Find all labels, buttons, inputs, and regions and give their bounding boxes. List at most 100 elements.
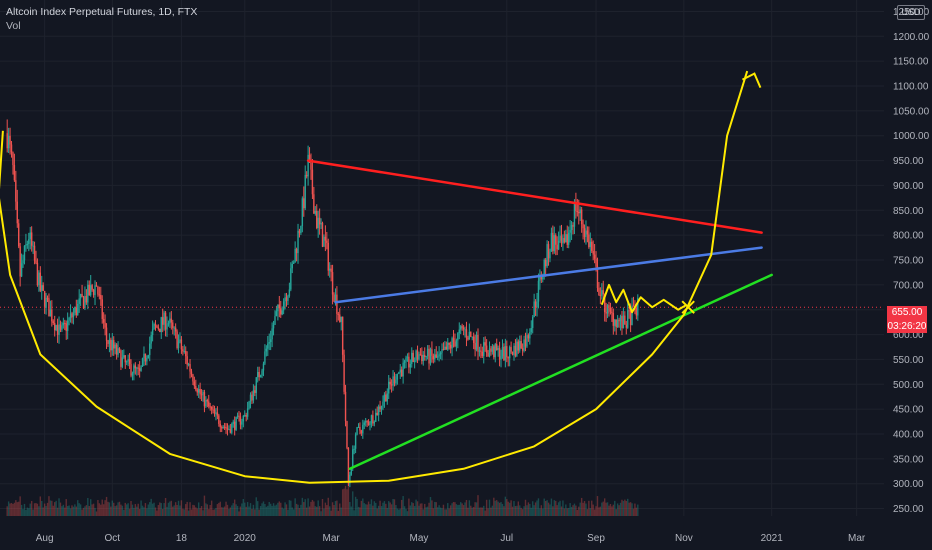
volume-bar	[264, 503, 266, 516]
candle-body	[591, 241, 593, 251]
volume-bar	[115, 505, 118, 516]
x-tick-label: May	[410, 533, 429, 544]
candle-body	[536, 301, 538, 308]
candle-body	[212, 409, 214, 411]
volume-bar	[498, 502, 501, 516]
volume-bar	[631, 503, 633, 516]
volume-bar	[491, 505, 494, 516]
candle-body	[307, 154, 309, 177]
volume-bar	[496, 500, 498, 516]
volume-bar	[588, 500, 590, 516]
candle-body	[143, 353, 145, 359]
candle-body	[573, 203, 576, 227]
candle-body	[544, 259, 547, 267]
volume-bar	[235, 504, 237, 516]
volume-bar	[301, 497, 304, 516]
candle-body	[180, 339, 183, 350]
candle-body	[494, 343, 496, 358]
candle-body	[208, 401, 210, 407]
candle-body	[235, 417, 237, 430]
chart-title[interactable]: Altcoin Index Perpetual Futures, 1D, FTX	[6, 6, 198, 18]
candle-body	[344, 391, 347, 422]
candle-body	[500, 356, 502, 360]
volume-bar	[258, 509, 260, 516]
volume-bar	[180, 500, 183, 516]
candle-body	[529, 331, 531, 339]
price-axis[interactable]	[884, 0, 932, 550]
volume-bar	[199, 508, 201, 516]
candle-body	[87, 284, 89, 303]
candle-body	[169, 318, 171, 324]
candle-body	[29, 232, 31, 240]
candle-body	[38, 272, 40, 286]
candle-body	[177, 341, 180, 348]
x-tick-label: Aug	[36, 533, 54, 544]
volume-bar	[330, 510, 332, 516]
candle-body	[490, 348, 492, 352]
candle-body	[254, 390, 256, 393]
volume-bar	[68, 505, 70, 516]
candle-body	[320, 222, 322, 225]
volume-bar	[245, 506, 247, 516]
volume-bar	[226, 504, 229, 516]
candle-body	[151, 329, 154, 336]
candle-body	[599, 295, 602, 297]
volume-bar	[186, 501, 188, 516]
candle-body	[438, 354, 440, 357]
currency-badge[interactable]: USD	[897, 5, 925, 20]
volume-bar	[560, 506, 563, 516]
candle-body	[530, 327, 532, 332]
volume-bar	[388, 501, 390, 516]
volume-bar	[195, 507, 197, 516]
candle-body	[271, 328, 273, 340]
volume-bar	[20, 504, 23, 516]
volume-bar	[632, 508, 635, 516]
candle-body	[326, 240, 328, 243]
volume-indicator-label[interactable]: Vol	[6, 20, 21, 32]
candle-body	[333, 294, 335, 302]
candle-body	[305, 174, 308, 177]
candle-body	[547, 244, 550, 259]
volume-bar	[403, 506, 406, 516]
volume-bar	[185, 504, 187, 516]
volume-bar	[300, 504, 302, 516]
candle-body	[511, 351, 514, 355]
candle-body	[521, 348, 524, 351]
volume-bar	[575, 505, 577, 516]
volume-bar	[88, 506, 90, 516]
candle-body	[316, 210, 318, 229]
volume-bar	[448, 508, 450, 516]
candle-body	[107, 340, 109, 344]
volume-bar	[343, 488, 345, 516]
volume-bar	[461, 503, 463, 516]
candle-body	[503, 346, 505, 361]
candle-body	[272, 324, 275, 329]
candle-body	[278, 304, 281, 309]
candle-body	[261, 370, 263, 376]
volume-bar	[627, 498, 629, 516]
candle-body	[580, 209, 583, 225]
candle-body	[555, 235, 557, 245]
volume-bar	[64, 507, 66, 516]
volume-bar	[244, 502, 246, 516]
candle-body	[621, 316, 623, 329]
candle-body	[62, 322, 65, 326]
y-tick-label: 350.00	[893, 454, 924, 465]
candle-body	[138, 368, 141, 371]
candle-body	[269, 339, 272, 343]
volume-bar	[436, 507, 439, 516]
candle-body	[601, 290, 603, 296]
candle-body	[444, 346, 446, 350]
volume-bar	[233, 499, 236, 516]
candle-body	[300, 225, 302, 234]
volume-bar	[475, 502, 478, 516]
volume-bar	[552, 506, 554, 516]
volume-bar	[635, 507, 638, 516]
volume-bar	[294, 498, 296, 516]
volume-bar	[460, 502, 462, 516]
candle-body	[352, 449, 354, 468]
candle-body	[205, 399, 207, 407]
volume-bar	[441, 508, 443, 516]
volume-bar	[69, 508, 72, 516]
